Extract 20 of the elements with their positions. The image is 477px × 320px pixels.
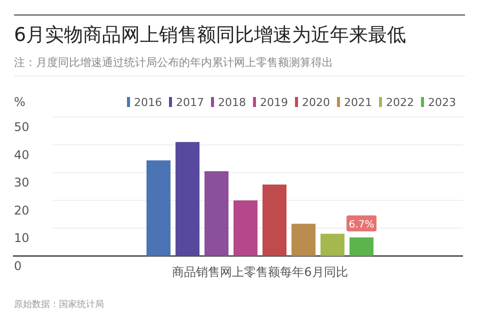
chart-title: 6月实物商品网上销售额同比增速为近年来最低 bbox=[14, 24, 406, 46]
y-tick-label: 30 bbox=[14, 176, 30, 190]
y-axis-title: % bbox=[14, 95, 26, 109]
x-tick-label: 商品销售网上零售额每年6月同比 bbox=[172, 265, 348, 279]
text: 原始数据：国家统计局 bbox=[14, 299, 104, 310]
legend-label: 2021 bbox=[344, 96, 372, 109]
legend-label: 2020 bbox=[302, 96, 330, 109]
chart-subtitle: 注：月度同比增速通过统计局公布的年内累计网上零售额测算得出 bbox=[14, 56, 333, 69]
y-tick-label: 20 bbox=[14, 203, 30, 218]
legend-label: 2023 bbox=[428, 96, 456, 109]
legend-label: 2019 bbox=[260, 96, 288, 109]
legend-label: 2022 bbox=[386, 96, 414, 109]
data-label: 6.7% bbox=[348, 219, 374, 230]
y-tick-label: 10 bbox=[14, 231, 30, 246]
y-tick-label: 40 bbox=[14, 148, 30, 162]
legend-label: 2017 bbox=[176, 96, 204, 109]
legend-label: 2018 bbox=[218, 96, 246, 109]
y-tick-label: 0 bbox=[14, 259, 22, 273]
legend-label: 2016 bbox=[134, 96, 162, 109]
y-tick-label: 50 bbox=[14, 120, 30, 134]
